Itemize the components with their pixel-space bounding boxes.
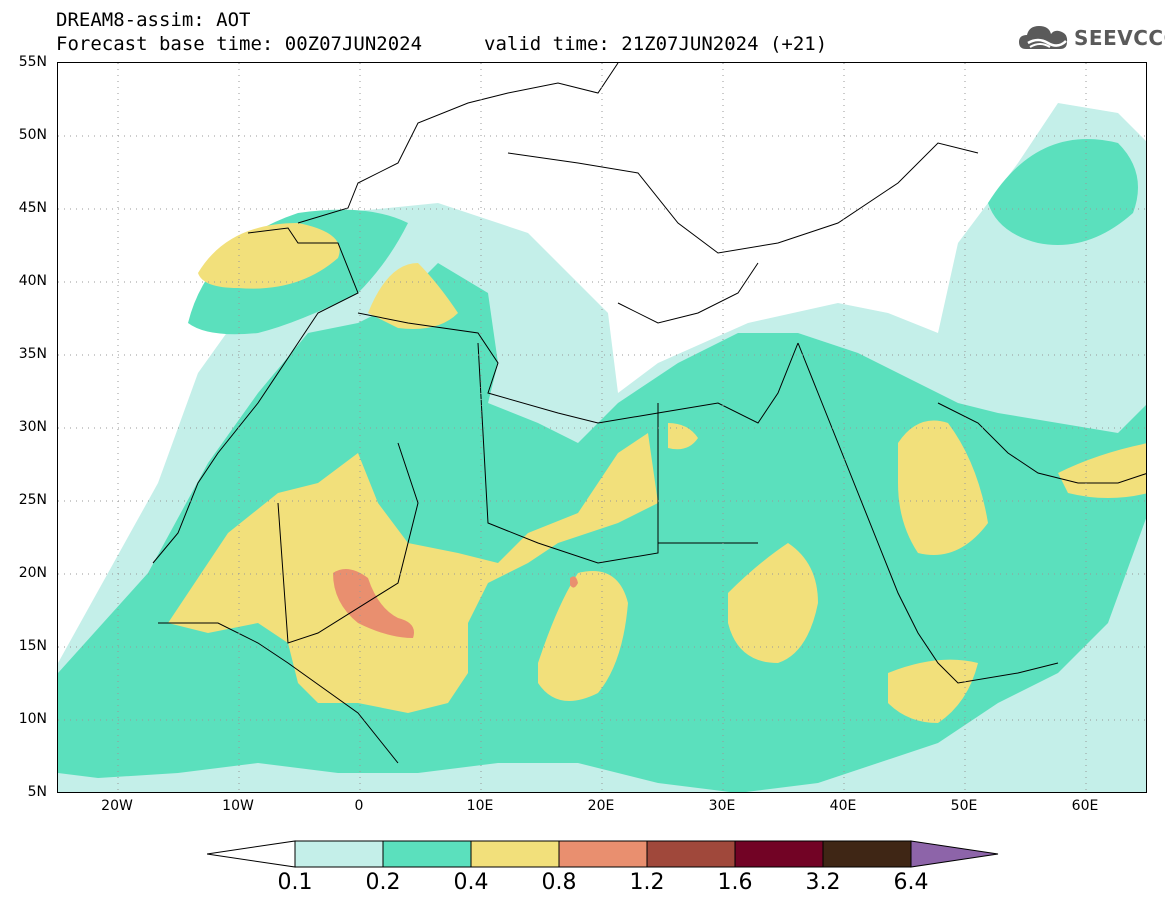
lat-label-20n: 20N — [18, 565, 47, 581]
lat-label-55n: 55N — [18, 54, 47, 70]
country-borders — [152, 63, 1146, 764]
colorbar-bin-5 — [734, 840, 824, 868]
colorbar-bin-6 — [822, 840, 912, 868]
colorbar-label-3-2: 3.2 — [805, 870, 841, 895]
aot-map-canvas — [58, 63, 1146, 792]
lat-label-10n: 10N — [18, 711, 47, 727]
aot-map — [57, 62, 1147, 793]
seevccc-logo: SEEVCCC — [1018, 23, 1165, 53]
colorbar-label-0-4: 0.4 — [453, 870, 489, 895]
forecast-base-time: Forecast base time: 00Z07JUN2024 — [56, 33, 423, 55]
lat-label-40n: 40N — [18, 273, 47, 289]
lat-label-45n: 45N — [18, 200, 47, 216]
lon-label-10w: 10W — [222, 798, 254, 814]
lat-label-50n: 50N — [18, 127, 47, 143]
lat-label-25n: 25N — [18, 492, 47, 508]
lon-label-0: 0 — [354, 798, 364, 814]
lat-label-5n: 5N — [27, 784, 47, 800]
colorbar-bin-0 — [294, 840, 384, 868]
colorbar-label-1-2: 1.2 — [629, 870, 665, 895]
colorbar-bin-4 — [646, 840, 736, 868]
colorbar-bin-3 — [558, 840, 648, 868]
aot-band-0-4 — [168, 223, 1146, 723]
lon-label-60e: 60E — [1071, 798, 1099, 814]
lat-label-15n: 15N — [18, 638, 47, 654]
aot-band-0-8 — [333, 569, 578, 638]
lon-label-10e: 10E — [466, 798, 494, 814]
colorbar-label-1-6: 1.6 — [717, 870, 753, 895]
colorbar-under — [207, 840, 296, 868]
lat-label-35n: 35N — [18, 346, 47, 362]
colorbar-label-0-1: 0.1 — [277, 870, 313, 895]
colorbar-bin-1 — [382, 840, 472, 868]
colorbar-over — [910, 840, 999, 868]
lon-label-20w: 20W — [101, 798, 133, 814]
lon-label-30e: 30E — [708, 798, 736, 814]
lat-label-30n: 30N — [18, 419, 47, 435]
colorbar-label-0-8: 0.8 — [541, 870, 577, 895]
lon-label-20e: 20E — [587, 798, 615, 814]
map-title: DREAM8-assim: AOT — [56, 9, 251, 31]
cloud-icon — [1019, 26, 1068, 49]
colorbar-label-0-2: 0.2 — [365, 870, 401, 895]
valid-time: valid time: 21Z07JUN2024 (+21) — [484, 33, 828, 55]
colorbar — [207, 840, 999, 868]
lon-label-40e: 40E — [829, 798, 857, 814]
lon-label-50e: 50E — [950, 798, 978, 814]
colorbar-label-6-4: 6.4 — [893, 870, 929, 895]
colorbar-bin-2 — [470, 840, 560, 868]
logo-text: SEEVCCC — [1074, 26, 1165, 50]
